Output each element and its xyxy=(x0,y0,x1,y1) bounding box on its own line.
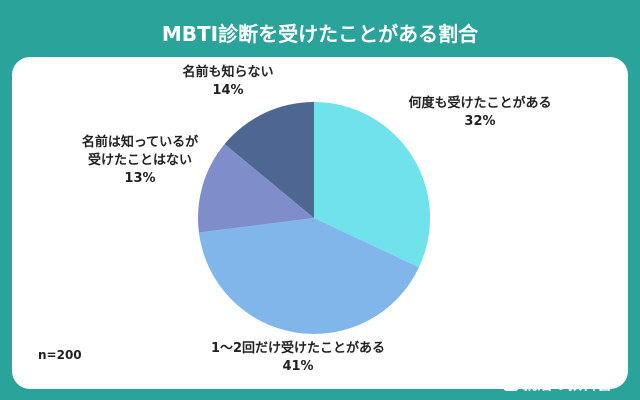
value-label: 13% xyxy=(124,171,156,186)
sample-size: n=200 xyxy=(38,348,82,362)
category-label: 何度も受けたことがある xyxy=(408,96,552,111)
value-label: 14% xyxy=(212,83,244,98)
value-label: 32% xyxy=(464,114,496,129)
pie-slice xyxy=(224,102,314,218)
logo: 就活の教科書 xyxy=(522,375,613,393)
pie-slice xyxy=(314,102,430,268)
slice-label: 1～2回だけ受けたことがある 41% xyxy=(211,340,385,376)
category-label: 名前は知っているが 受けたことはない xyxy=(81,135,199,168)
slice-label: 名前も知らない 14% xyxy=(182,64,273,100)
pie-slice xyxy=(198,218,419,334)
value-label: 41% xyxy=(282,359,314,374)
chart-title: MBTI診断を受けたことがある割合 xyxy=(161,22,479,46)
slice-label: 名前は知っているが 受けたことはない 13% xyxy=(82,134,198,188)
category-label: 名前も知らない xyxy=(182,65,274,80)
slice-label: 何度も受けたことがある 32% xyxy=(408,95,551,131)
logo-icon xyxy=(503,375,519,391)
category-label: 1～2回だけ受けたことがある xyxy=(210,341,386,356)
pie-slice xyxy=(198,144,314,233)
